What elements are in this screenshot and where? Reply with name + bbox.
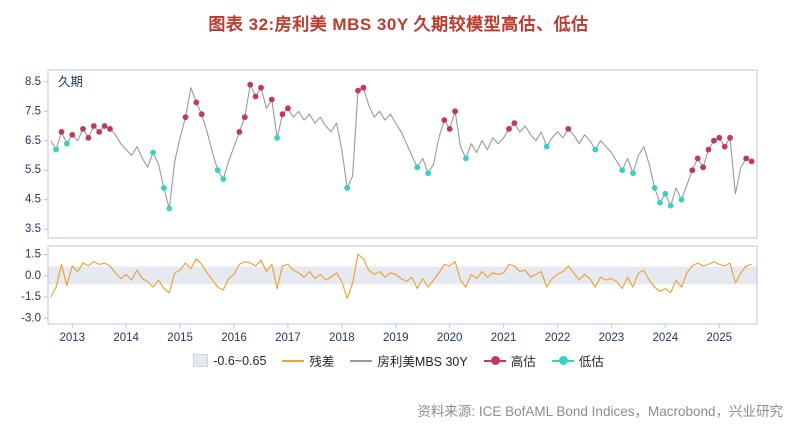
legend-high-item: 高估 xyxy=(483,351,536,370)
source-note: 资料来源: ICE BofAML Bond Indices，Macrobond，… xyxy=(417,404,783,419)
legend-low-item: 低估 xyxy=(551,351,604,370)
svg-text:8.5: 8.5 xyxy=(25,76,41,88)
svg-text:2013: 2013 xyxy=(59,332,85,344)
svg-text:2019: 2019 xyxy=(383,332,409,344)
svg-text:4.5: 4.5 xyxy=(25,194,41,206)
svg-text:2023: 2023 xyxy=(599,332,625,344)
svg-text:2025: 2025 xyxy=(706,332,732,344)
svg-text:2021: 2021 xyxy=(491,332,517,344)
svg-text:2015: 2015 xyxy=(167,332,193,344)
legend-residual-item: 残差 xyxy=(282,351,334,370)
svg-text:7.5: 7.5 xyxy=(25,105,41,117)
svg-text:1.5: 1.5 xyxy=(25,249,41,261)
svg-text:久期: 久期 xyxy=(58,75,83,89)
legend-mbs-label: 房利美MBS 30Y xyxy=(377,355,468,369)
svg-text:2016: 2016 xyxy=(221,332,247,344)
legend-mbs-item: 房利美MBS 30Y xyxy=(350,351,468,370)
legend-band-item: -0.6~0.65 xyxy=(193,354,266,368)
svg-text:2017: 2017 xyxy=(275,332,301,344)
high-dot-swatch-icon xyxy=(483,356,506,365)
low-dot-swatch-icon xyxy=(551,356,574,365)
chart-legend: -0.6~0.65 残差 房利美MBS 30Y 高估 低估 xyxy=(0,351,797,370)
svg-text:-3.0: -3.0 xyxy=(21,312,41,324)
legend-residual-label: 残差 xyxy=(309,355,335,369)
band-swatch-icon xyxy=(193,354,209,367)
mbs-line-swatch-icon xyxy=(350,359,373,362)
svg-text:3.5: 3.5 xyxy=(25,223,41,235)
svg-text:5.5: 5.5 xyxy=(25,164,41,176)
legend-low-label: 低估 xyxy=(578,355,604,369)
svg-text:0.0: 0.0 xyxy=(25,270,41,282)
chart-title: 图表 32:房利美 MBS 30Y 久期较模型高估、低估 xyxy=(208,15,589,34)
legend-band-label: -0.6~0.65 xyxy=(213,353,267,368)
svg-text:2014: 2014 xyxy=(113,332,139,344)
legend-high-label: 高估 xyxy=(510,355,536,369)
svg-text:2020: 2020 xyxy=(437,332,463,344)
residual-line-swatch-icon xyxy=(282,359,305,362)
svg-text:2018: 2018 xyxy=(329,332,355,344)
svg-text:-1.5: -1.5 xyxy=(21,291,41,303)
svg-text:2022: 2022 xyxy=(545,332,571,344)
svg-text:6.5: 6.5 xyxy=(25,135,41,147)
duration-residual-chart: 3.5 4.5 5.5 6.5 7.5 8.5 -3.0 -1.5 0.0 1.5 2013 2014… xyxy=(21,69,758,344)
svg-text:2024: 2024 xyxy=(653,332,679,344)
